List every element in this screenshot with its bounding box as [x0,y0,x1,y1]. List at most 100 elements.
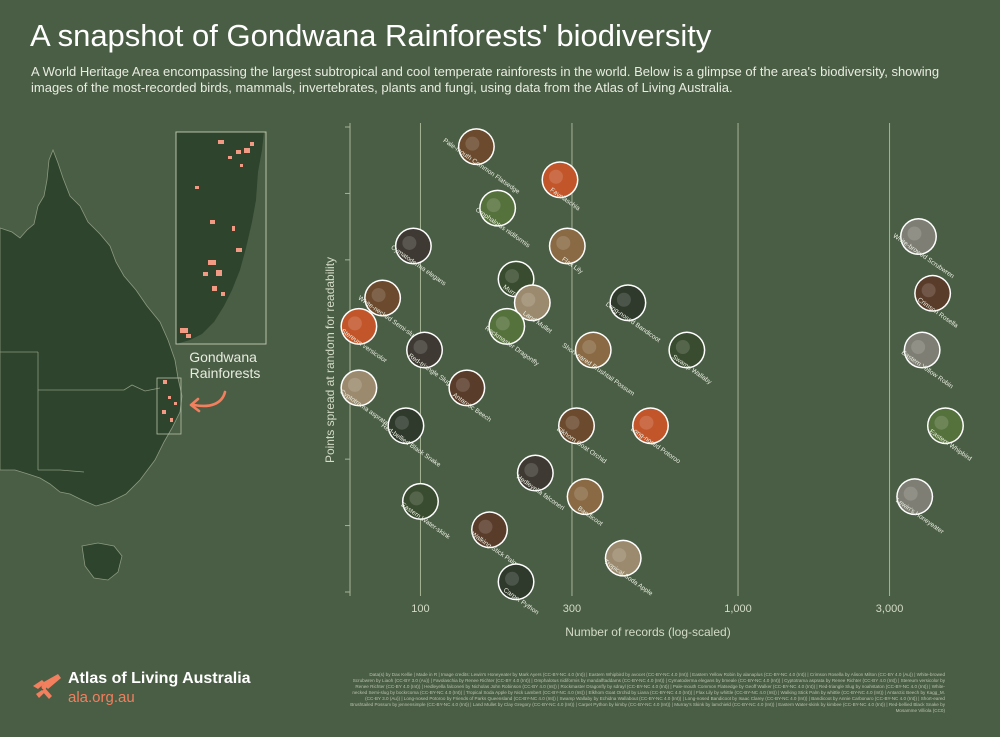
data-point[interactable]: Flax Lily [548,227,586,276]
point-photo [365,281,400,316]
point-highlight [911,340,926,355]
data-point[interactable]: Long-nosed Potoroo [629,407,682,465]
point-highlight [486,198,501,213]
data-point[interactable]: Carpet Python [497,563,541,617]
point-photo [449,370,484,405]
data-point[interactable]: Cymatoderma elegans [389,227,448,288]
point-highlight [402,235,417,250]
data-point[interactable]: Hedleyella falconeri [515,454,565,512]
data-point[interactable]: Long-nosed Bandicoot [604,284,662,344]
point-highlight [394,415,409,430]
point-highlight [347,316,362,331]
point-highlight [556,235,571,250]
point-highlight [478,519,493,534]
point-highlight [907,226,922,241]
page-subtitle: A World Heritage Area encompassing the l… [31,64,940,95]
data-point[interactable]: White-browed Scrubwren [891,218,956,280]
point-photo [396,228,431,263]
data-point[interactable]: Antarctic Beech [448,369,493,424]
callout-arrow-head [189,397,201,413]
point-highlight [413,340,428,355]
map-callout-label: Gondwana Rainforests [189,349,261,381]
data-point[interactable]: Favolaschia [541,161,581,213]
chart-area: 100 300 1,000 3,000 Number of records (log-… [323,123,973,639]
state-borders [0,351,161,473]
map-callout-line-2: Rainforests [190,365,261,381]
data-points: Pale-mouth Common Flatsedge FavolaschiaOm… [338,128,973,617]
tasmania [81,542,123,581]
point-photo [403,484,438,519]
data-point[interactable]: Eastern Water-skink [399,482,452,541]
point-highlight [934,415,949,430]
zoom-inset [175,131,267,345]
data-point[interactable]: Bandicoot [566,478,604,528]
data-point[interactable]: Walking Stick Palm [470,511,519,568]
point-photo [542,162,577,197]
point-photo [341,370,376,405]
point-highlight [347,377,362,392]
gondwana-areas [162,380,177,422]
point-highlight [565,415,580,430]
data-point[interactable]: Omphalotus nidiformis [474,189,532,250]
point-highlight [521,292,536,307]
inset-landmass [176,132,264,344]
point-photo [576,333,611,368]
point-photo [928,408,963,443]
point-highlight [675,340,690,355]
y-axis-label: Points spread at random for readability [323,257,337,463]
point-photo [915,276,950,311]
point-photo [499,564,534,599]
point-highlight [548,169,563,184]
point-photo [459,129,494,164]
point-highlight [465,136,480,151]
data-point[interactable]: Eastern Yellow Robin [900,331,955,391]
point-photo [669,333,704,368]
data-point[interactable]: Cyptotrama asprata [338,369,389,427]
callout-arrow [192,390,227,408]
point-highlight [505,269,520,284]
data-point[interactable]: Red-bellied Black Snake [380,407,442,469]
image-credits: Data(s) by Dax Kellie | Made in R | Imag… [350,672,945,713]
point-highlight [903,486,918,501]
map-callout-line-1: Gondwana [189,349,257,365]
data-point[interactable]: Land Mullet [513,284,553,335]
point-photo [480,191,515,226]
logo-url: ala.org.au [68,689,135,706]
point-highlight [582,340,597,355]
x-tick-label: 300 [563,603,581,615]
point-photo [901,219,936,254]
point-photo [341,309,376,344]
x-tick-labels: 100 300 1,000 3,000 [411,603,903,615]
data-point[interactable]: Eastern Whipbird [926,407,973,463]
point-photo [559,408,594,443]
point-photo [489,309,524,344]
data-point[interactable]: Elkhorn Goat Orchid [555,407,608,465]
x-axis-label: Number of records (log-scaled) [565,625,730,639]
data-point[interactable]: Pale-mouth Common Flatsedge [442,128,521,196]
point-photo [518,456,553,491]
point-highlight [455,377,470,392]
ala-logo-icon [33,674,61,699]
data-point[interactable]: Red-triangle Slug [406,331,452,388]
point-photo [568,479,603,514]
inset-gondwana-areas [180,140,254,338]
point-photo [897,479,932,514]
point-photo [550,228,585,263]
point-highlight [505,571,520,586]
x-tick-label: 1,000 [724,603,752,615]
point-highlight [612,548,627,563]
page-title: A snapshot of Gondwana Rainforests' biod… [30,18,712,53]
point-photo [610,285,645,320]
y-axis-ticks [345,126,350,593]
data-point[interactable]: Tropical Soda Apple [602,539,654,598]
australia-map [0,148,183,581]
point-highlight [616,292,631,307]
data-point[interactable]: Swamp Wallaby [668,331,713,387]
data-point[interactable]: Lewin's Honeyeater [894,478,946,536]
point-photo [606,541,641,576]
point-highlight [495,316,510,331]
x-tick-label: 100 [411,603,429,615]
data-point[interactable]: Crimson Rosella [914,274,959,330]
point-highlight [409,491,424,506]
